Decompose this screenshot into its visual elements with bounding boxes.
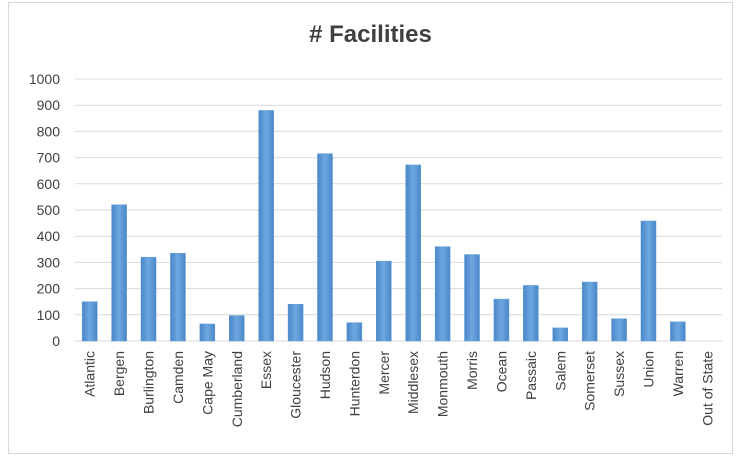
x-tick-label: Hunterdon xyxy=(346,351,362,416)
x-tick-label: Camden xyxy=(170,351,186,404)
bar-middlesex xyxy=(405,164,421,342)
x-tick-label: Cumberland xyxy=(229,351,245,427)
x-tick-label: Somerset xyxy=(582,351,598,411)
x-tick-label: Salem xyxy=(552,351,568,391)
y-axis-ticks: 0 100 200 300 400 500 600 700 800 900 1000 xyxy=(29,71,60,349)
bar-burlington xyxy=(140,256,157,342)
bar-gloucester xyxy=(287,304,304,342)
x-tick-label: Passaic xyxy=(523,351,539,400)
bar-passaic xyxy=(523,285,539,342)
bar-essex xyxy=(258,110,274,342)
bar-ocean xyxy=(493,298,510,342)
x-tick-label: Bergen xyxy=(111,351,127,396)
bar-hudson xyxy=(317,153,333,342)
bar-cape-may xyxy=(199,323,216,342)
x-tick-label: Union xyxy=(640,351,656,388)
x-tick-label: Mercer xyxy=(376,351,392,395)
y-tick-label: 200 xyxy=(37,281,61,297)
y-tick-label: 400 xyxy=(37,228,61,244)
y-tick-label: 1000 xyxy=(29,71,60,87)
x-tick-label: Hudson xyxy=(317,351,333,399)
x-axis-labels: Atlantic Bergen Burlington Camden Cape May Cu… xyxy=(82,351,716,428)
x-tick-label: Morris xyxy=(464,351,480,390)
y-tick-label: 500 xyxy=(37,202,61,218)
x-tick-label: Atlantic xyxy=(82,351,98,397)
bar-mercer xyxy=(376,260,392,342)
bar-somerset xyxy=(581,281,598,342)
x-tick-label: Sussex xyxy=(611,351,627,397)
bar-bergen xyxy=(111,204,127,342)
x-tick-label: Middlesex xyxy=(405,351,421,414)
bar-sussex xyxy=(611,318,627,342)
y-tick-label: 600 xyxy=(37,176,61,192)
chart-frame: # Facilities xyxy=(8,2,733,454)
bar-camden xyxy=(170,252,186,342)
x-tick-label: Gloucester xyxy=(288,351,304,419)
chart-title: # Facilities xyxy=(309,21,432,48)
y-tick-label: 100 xyxy=(37,307,61,323)
y-tick-label: 0 xyxy=(52,333,60,349)
bars xyxy=(81,110,686,342)
bar-warren xyxy=(670,321,686,342)
x-tick-label: Warren xyxy=(670,351,686,396)
y-tick-label: 300 xyxy=(37,254,61,270)
bar-morris xyxy=(464,254,480,342)
y-tick-label: 700 xyxy=(37,150,61,166)
bar-atlantic xyxy=(81,301,98,342)
x-tick-label: Cape May xyxy=(199,351,215,415)
x-tick-label: Monmouth xyxy=(435,351,451,417)
y-tick-label: 800 xyxy=(37,123,61,139)
x-tick-label: Essex xyxy=(258,351,274,389)
bar-monmouth xyxy=(434,246,451,342)
x-tick-label: Ocean xyxy=(493,351,509,392)
x-tick-label: Burlington xyxy=(141,351,157,414)
y-tick-label: 900 xyxy=(37,97,61,113)
x-tick-label: Out of State xyxy=(699,351,715,426)
bar-cumberland xyxy=(229,315,245,342)
bar-hunterdon xyxy=(346,322,363,342)
bar-salem xyxy=(552,327,568,342)
bar-union xyxy=(640,220,657,342)
gridlines xyxy=(75,78,722,342)
